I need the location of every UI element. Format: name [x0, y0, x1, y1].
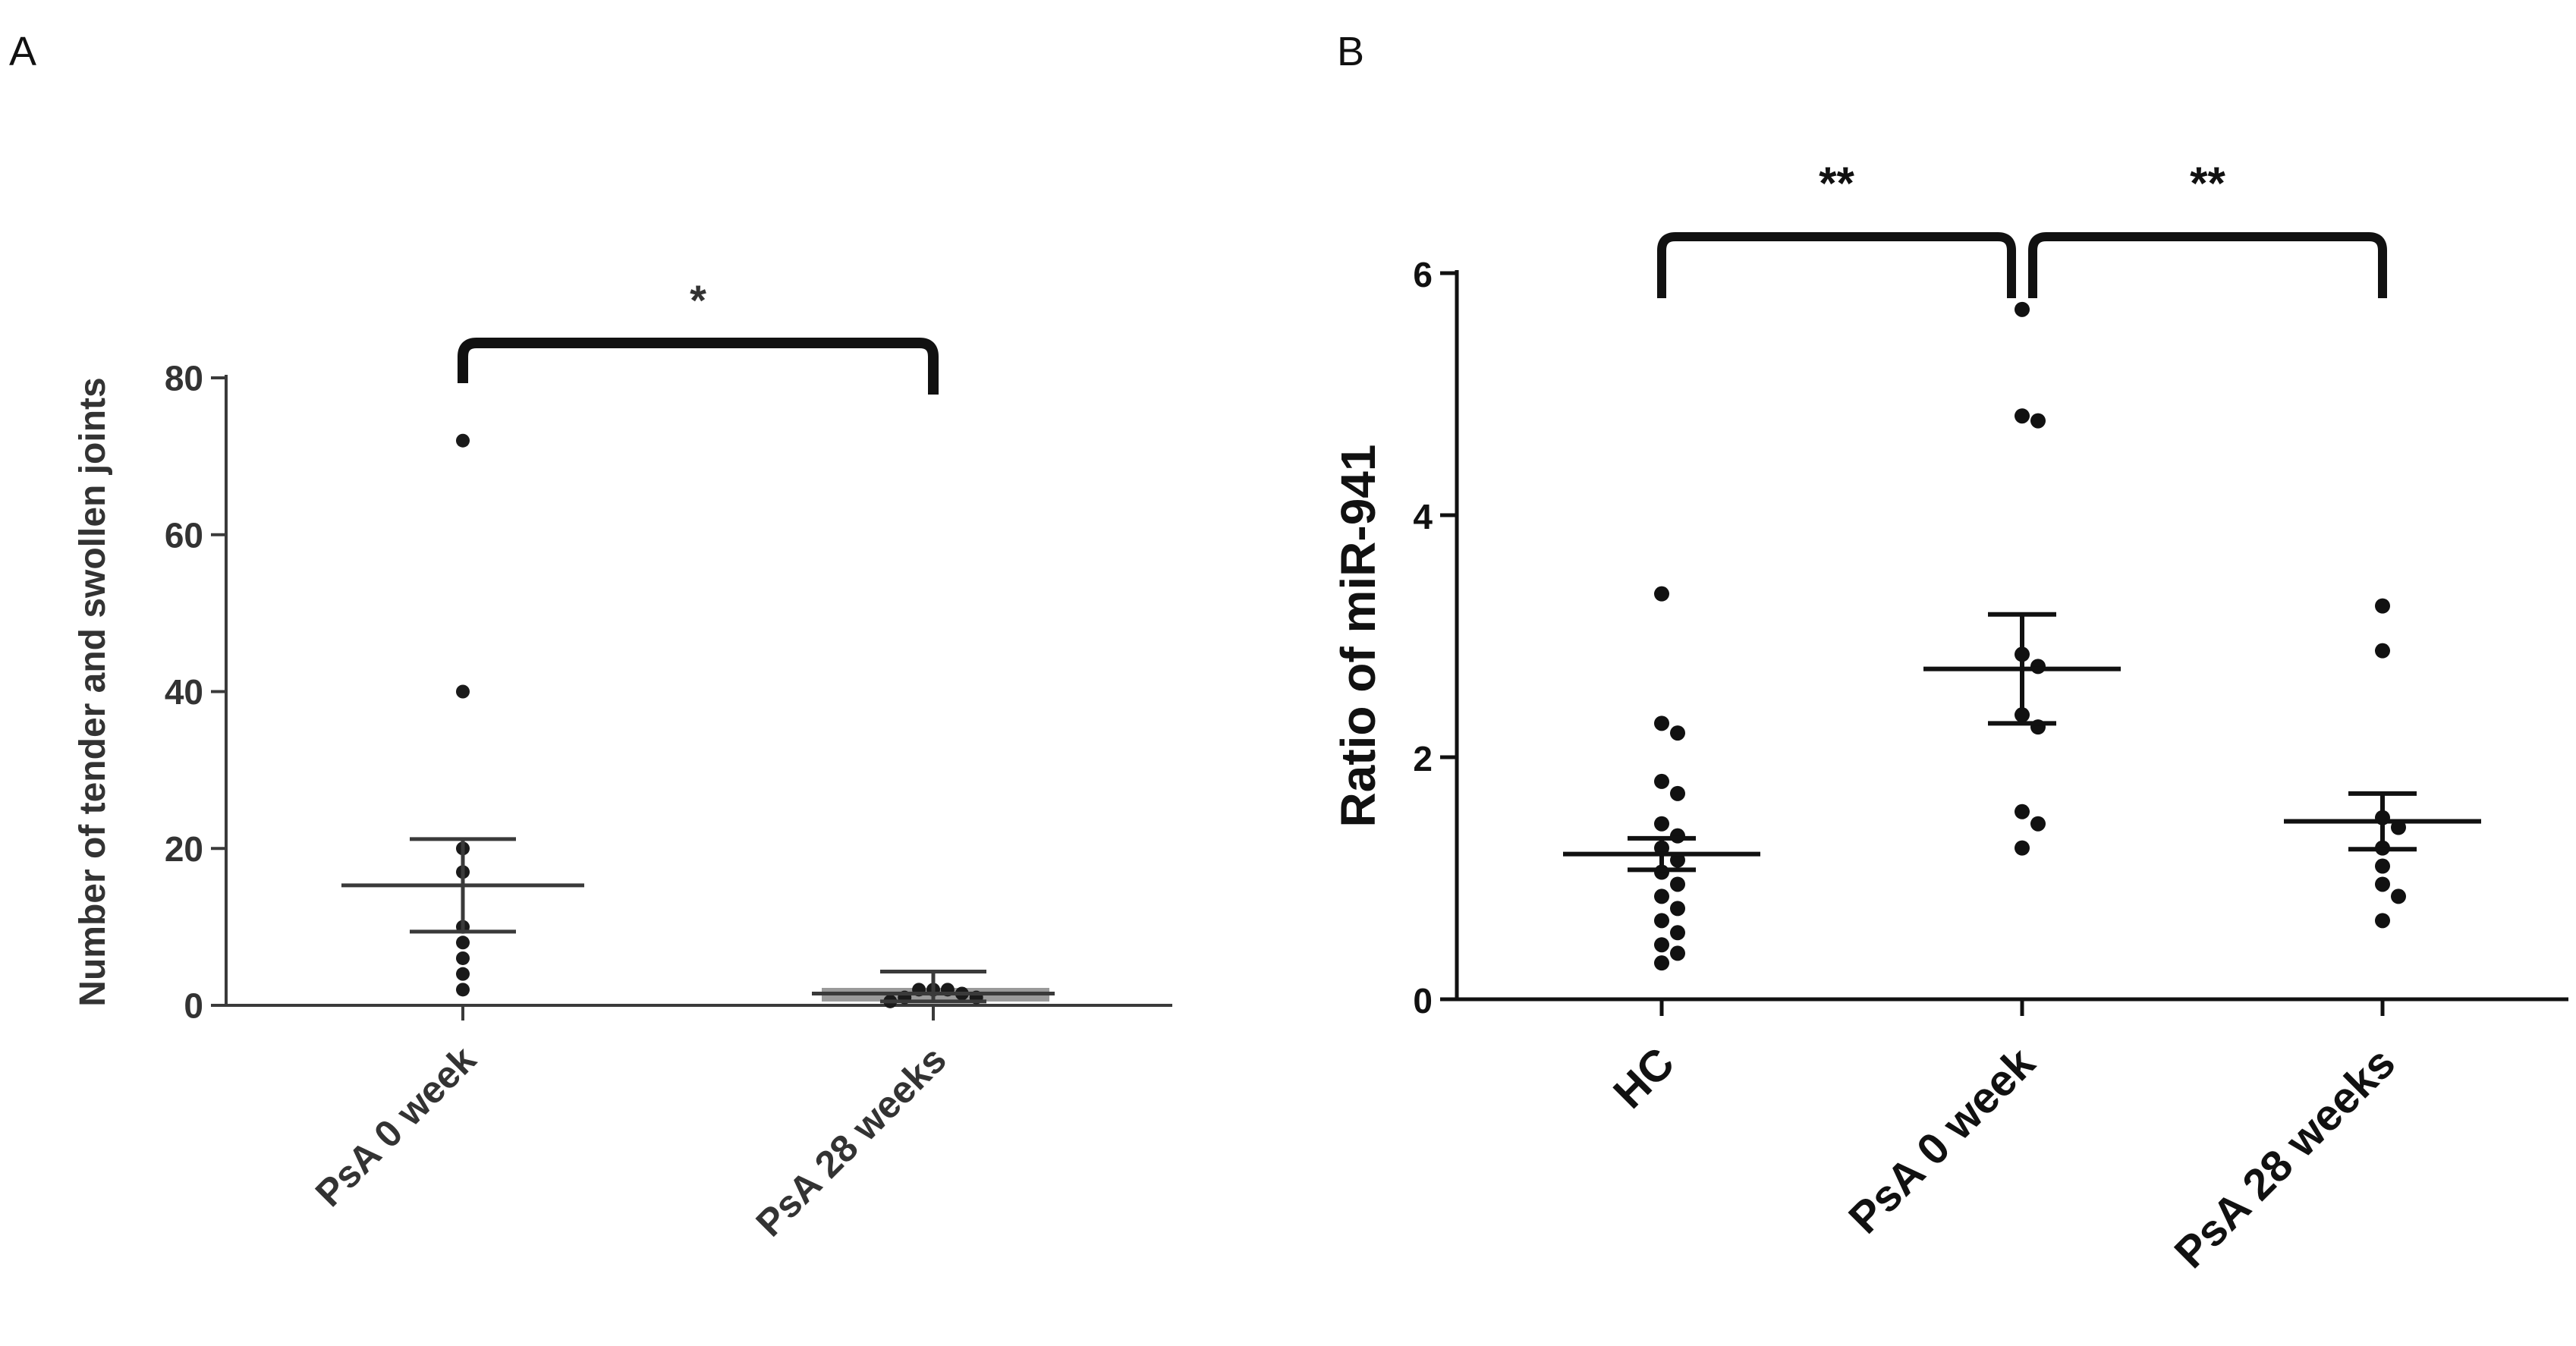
data-point-psa-0-week-4 [2030, 659, 2046, 675]
significance-bracket-2 [2028, 232, 2387, 298]
significance-label-1: * [690, 276, 706, 324]
data-point-hc-17 [1654, 955, 1669, 971]
y-tick-label-60: 60 [165, 515, 203, 555]
data-point-psa-0-week-8 [456, 983, 470, 997]
significance-label-2: ** [2190, 158, 2225, 209]
data-point-hc-0 [1654, 586, 1669, 602]
y-tick-label-4: 4 [1413, 497, 1433, 536]
data-point-psa-0-week-7 [456, 967, 470, 981]
data-point-psa-0-week-0 [456, 433, 470, 448]
data-point-hc-3 [1654, 773, 1669, 789]
panel-label-a: A [9, 29, 36, 74]
y-tick-label-6: 6 [1413, 255, 1433, 294]
data-point-psa-28-weeks-8 [2375, 913, 2390, 929]
data-point-psa-0-week-0 [2015, 301, 2030, 317]
data-point-hc-4 [1670, 785, 1685, 801]
y-axis-title: Ratio of miR-941 [1331, 445, 1386, 828]
data-point-psa-0-week-9 [2015, 840, 2030, 856]
y-tick-label-40: 40 [165, 672, 203, 712]
y-axis-title: Number of tender and swollen joints [73, 377, 113, 1006]
y-tick-label-20: 20 [165, 829, 203, 869]
data-point-hc-5 [1654, 816, 1669, 832]
data-point-hc-10 [1670, 876, 1685, 892]
data-point-hc-6 [1670, 828, 1685, 844]
data-point-psa-0-week-1 [2015, 408, 2030, 424]
data-point-hc-14 [1670, 925, 1685, 941]
data-point-psa-0-week-8 [2030, 816, 2046, 832]
data-point-psa-0-week-2 [2030, 413, 2046, 429]
data-point-hc-1 [1654, 715, 1669, 731]
significance-bracket-1 [1657, 232, 2016, 298]
data-point-hc-13 [1654, 913, 1669, 929]
data-point-hc-15 [1654, 937, 1669, 953]
data-point-psa-0-week-5 [456, 936, 470, 950]
x-category-label-psa-28-weeks: PsA 28 weeks [2165, 1038, 2405, 1278]
data-point-psa-28-weeks-7 [2391, 888, 2406, 904]
data-point-hc-12 [1670, 901, 1685, 917]
data-point-psa-0-week-6 [456, 951, 470, 965]
data-point-psa-0-week-1 [456, 684, 470, 699]
y-tick-label-2: 2 [1413, 739, 1433, 778]
chart-panel-b: 0 2 4 6 Ratio of miR-941 HC PsA 0 week PsA 28 w… [1331, 158, 2568, 1278]
significance-bracket-1 [458, 338, 939, 395]
data-point-hc-11 [1654, 888, 1669, 904]
chart-panel-a: 0 20 40 60 80 Number of tender and swollen jo… [73, 276, 1172, 1244]
data-point-psa-28-weeks-0 [2375, 598, 2390, 614]
panel-label-b: B [1337, 29, 1364, 74]
data-point-psa-28-weeks-6 [2375, 876, 2390, 892]
x-category-label-psa-0-week: PsA 0 week [1839, 1038, 2045, 1244]
significance-label-1: ** [1819, 158, 1854, 209]
y-tick-label-0: 0 [184, 986, 203, 1026]
x-category-label-hc: HC [1604, 1038, 1684, 1118]
data-point-psa-0-week-7 [2015, 804, 2030, 819]
y-tick-label-0: 0 [1413, 981, 1433, 1021]
data-point-psa-28-weeks-5 [2375, 858, 2390, 874]
data-point-hc-2 [1670, 725, 1685, 741]
x-category-label-psa-28-weeks: PsA 28 weeks [748, 1038, 955, 1244]
x-category-label-psa-0-week: PsA 0 week [307, 1038, 484, 1215]
y-tick-label-80: 80 [165, 359, 203, 398]
data-point-psa-28-weeks-1 [2375, 643, 2390, 659]
data-point-hc-16 [1670, 945, 1685, 961]
